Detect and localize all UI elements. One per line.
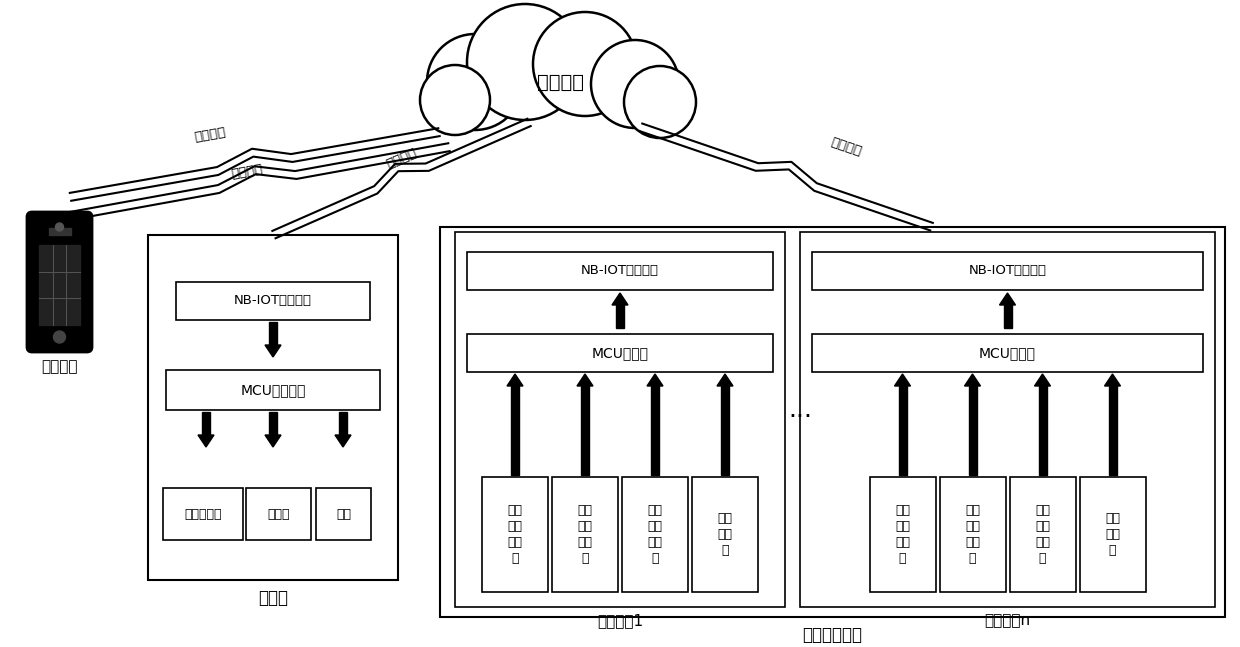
Bar <box>812 334 1203 372</box>
Bar <box>162 488 243 540</box>
Text: 风扇: 风扇 <box>336 507 351 520</box>
Polygon shape <box>269 322 277 345</box>
Bar <box>316 488 371 540</box>
Circle shape <box>53 331 66 343</box>
Text: 智能终端: 智能终端 <box>41 360 78 375</box>
Bar <box>692 477 758 592</box>
Polygon shape <box>968 386 977 475</box>
Text: 监测模块1: 监测模块1 <box>596 613 644 628</box>
Polygon shape <box>511 386 520 475</box>
Bar <box>1009 477 1075 592</box>
Text: 控制端: 控制端 <box>258 589 288 607</box>
Polygon shape <box>1003 305 1012 328</box>
Text: 可变功率灯: 可变功率灯 <box>185 507 222 520</box>
Text: 查看数据: 查看数据 <box>231 163 264 181</box>
Polygon shape <box>430 82 680 117</box>
Bar <box>552 477 618 592</box>
Bar <box>467 334 773 372</box>
Text: 控制命令: 控制命令 <box>193 126 227 144</box>
Text: 控制命令: 控制命令 <box>384 146 419 171</box>
Text: 空气
温度
传感
器: 空气 温度 传感 器 <box>895 504 910 565</box>
Polygon shape <box>198 435 215 447</box>
Circle shape <box>427 34 523 130</box>
Bar <box>148 235 398 580</box>
Polygon shape <box>613 293 627 305</box>
Text: 分布式监测端: 分布式监测端 <box>802 626 863 644</box>
Text: MCU处理器: MCU处理器 <box>980 346 1035 360</box>
Polygon shape <box>965 374 981 386</box>
Polygon shape <box>647 374 663 386</box>
Polygon shape <box>202 412 210 435</box>
Polygon shape <box>265 345 281 357</box>
Bar <box>455 232 785 607</box>
Polygon shape <box>507 374 523 386</box>
Polygon shape <box>582 386 589 475</box>
Bar <box>166 370 379 410</box>
Polygon shape <box>720 386 729 475</box>
Polygon shape <box>1105 374 1121 386</box>
Bar <box>622 477 688 592</box>
Bar <box>467 252 773 290</box>
Bar <box>38 245 81 325</box>
Polygon shape <box>616 305 624 328</box>
Text: MCU处理器: MCU处理器 <box>591 346 649 360</box>
Text: 监测模块n: 监测模块n <box>985 613 1030 628</box>
Polygon shape <box>651 386 658 475</box>
Bar <box>482 477 548 592</box>
Polygon shape <box>1034 374 1050 386</box>
Bar <box>48 228 71 235</box>
Circle shape <box>56 223 63 231</box>
Polygon shape <box>894 374 910 386</box>
Text: NB-IOT控制模组: NB-IOT控制模组 <box>234 294 312 307</box>
Polygon shape <box>269 412 277 435</box>
Text: MCU微处理器: MCU微处理器 <box>241 383 306 397</box>
Polygon shape <box>899 386 906 475</box>
Text: 光照
传感
器: 光照 传感 器 <box>718 512 733 557</box>
Bar <box>246 488 311 540</box>
Polygon shape <box>1039 386 1047 475</box>
Bar <box>1080 477 1146 592</box>
Circle shape <box>533 12 637 116</box>
Text: NB-IOT监测模组: NB-IOT监测模组 <box>968 265 1047 278</box>
Polygon shape <box>339 412 347 435</box>
Text: 二氧
化碳
传感
器: 二氧 化碳 传感 器 <box>1035 504 1050 565</box>
Bar <box>176 282 370 320</box>
Text: 二氧
化碳
传感
器: 二氧 化碳 传感 器 <box>647 504 662 565</box>
Polygon shape <box>1109 386 1116 475</box>
Bar <box>869 477 935 592</box>
Circle shape <box>624 66 696 138</box>
FancyBboxPatch shape <box>27 212 92 352</box>
Text: 洒水器: 洒水器 <box>268 507 290 520</box>
Text: 土壤
湿度
传感
器: 土壤 湿度 传感 器 <box>965 504 980 565</box>
Text: 云服务器: 云服务器 <box>537 72 584 91</box>
Bar <box>812 252 1203 290</box>
Circle shape <box>467 4 583 120</box>
Text: NB-IOT监测模组: NB-IOT监测模组 <box>582 265 658 278</box>
Text: ···: ··· <box>787 405 812 429</box>
Bar <box>940 477 1006 592</box>
Polygon shape <box>577 374 593 386</box>
Polygon shape <box>999 293 1016 305</box>
Bar <box>800 232 1215 607</box>
Polygon shape <box>335 435 351 447</box>
Text: 土壤
湿度
传感
器: 土壤 湿度 传感 器 <box>578 504 593 565</box>
Polygon shape <box>717 374 733 386</box>
Bar <box>440 227 1225 617</box>
Polygon shape <box>265 435 281 447</box>
Text: 空气
温度
传感
器: 空气 温度 传感 器 <box>507 504 522 565</box>
Text: 上传数据: 上传数据 <box>830 136 863 159</box>
Circle shape <box>420 65 490 135</box>
Text: 光照
传感
器: 光照 传感 器 <box>1105 512 1120 557</box>
Circle shape <box>591 40 680 128</box>
